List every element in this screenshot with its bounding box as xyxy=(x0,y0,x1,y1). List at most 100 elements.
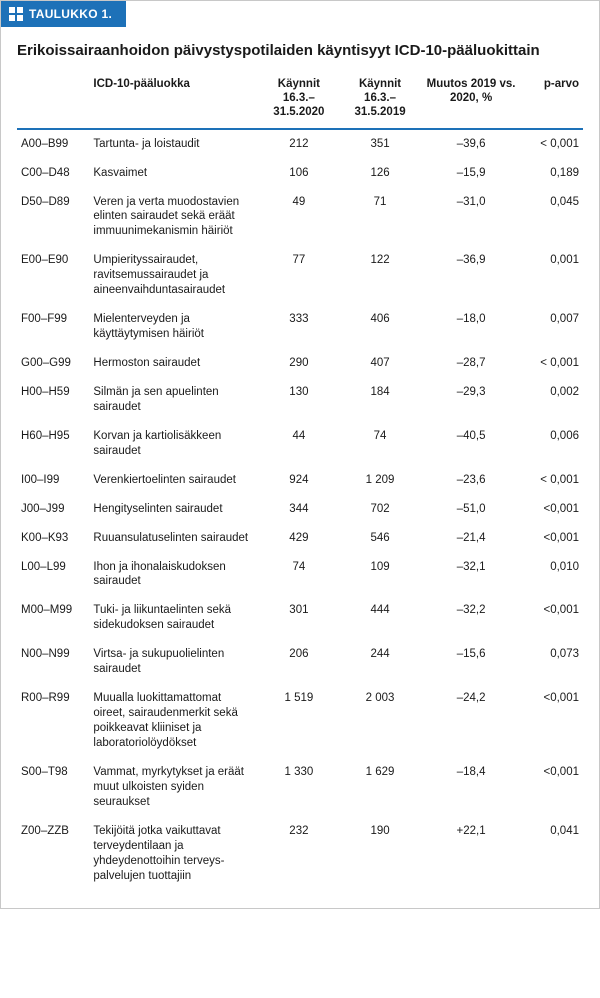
cell-desc: Verenkiertoelinten sairaudet xyxy=(89,466,258,495)
cell-desc: Muualla luokittamatto­mat oireet, sairau… xyxy=(89,684,258,758)
cell-v2019: 2 003 xyxy=(339,684,420,758)
cell-desc: Mielenterveyden ja käyttäytymisen häiriö… xyxy=(89,305,258,349)
cell-p: < 0,001 xyxy=(522,466,583,495)
cell-desc: Hermoston sairaudet xyxy=(89,349,258,378)
cell-v2019: 407 xyxy=(339,349,420,378)
cell-code: S00–T98 xyxy=(17,758,89,817)
cell-desc: Ihon ja ihonalaiskudoksen sairaudet xyxy=(89,553,258,597)
cell-desc: Tartunta- ja loistaudit xyxy=(89,129,258,159)
cell-code: F00–F99 xyxy=(17,305,89,349)
cell-code: A00–B99 xyxy=(17,129,89,159)
cell-code: L00–L99 xyxy=(17,553,89,597)
col-change-header: Muutos 2019 vs. 2020, % xyxy=(421,71,522,129)
table-row: Z00–ZZBTekijöitä jotka vaikuttavat terve… xyxy=(17,817,583,891)
cell-change: –40,5 xyxy=(421,422,522,466)
cell-change: –31,0 xyxy=(421,188,522,247)
cell-p: 0,010 xyxy=(522,553,583,597)
table-row: E00–E90Umpierityssairaudet, ravitsemussa… xyxy=(17,246,583,305)
cell-p: 0,007 xyxy=(522,305,583,349)
cell-code: Z00–ZZB xyxy=(17,817,89,891)
cell-code: R00–R99 xyxy=(17,684,89,758)
cell-v2019: 406 xyxy=(339,305,420,349)
cell-p: <0,001 xyxy=(522,684,583,758)
col-visits2020-header: Käynnit 16.3.–31.5.2020 xyxy=(258,71,339,129)
col-desc-header: ICD-10-pääluokka xyxy=(89,71,258,129)
table-row: H00–H59Silmän ja sen apuelinten sairaude… xyxy=(17,378,583,422)
table-row: N00–N99Virtsa- ja sukupuolielinten saira… xyxy=(17,640,583,684)
cell-p: <0,001 xyxy=(522,524,583,553)
cell-v2020: 290 xyxy=(258,349,339,378)
table-title: Erikoissairaanhoidon päivystyspotilaiden… xyxy=(17,41,583,61)
table-icon xyxy=(9,7,23,21)
cell-change: –32,2 xyxy=(421,596,522,640)
cell-code: D50–D89 xyxy=(17,188,89,247)
header-row: ICD-10-pääluokka Käynnit 16.3.–31.5.2020… xyxy=(17,71,583,129)
tab-label: TAULUKKO 1. xyxy=(29,7,112,21)
cell-v2020: 429 xyxy=(258,524,339,553)
cell-code: C00–D48 xyxy=(17,159,89,188)
table-content: Erikoissairaanhoidon päivystyspotilaiden… xyxy=(1,27,599,908)
table-row: F00–F99Mielenterveyden ja käyttäytymisen… xyxy=(17,305,583,349)
cell-p: 0,002 xyxy=(522,378,583,422)
cell-code: H60–H95 xyxy=(17,422,89,466)
cell-p: 0,006 xyxy=(522,422,583,466)
cell-p: <0,001 xyxy=(522,495,583,524)
cell-p: <0,001 xyxy=(522,596,583,640)
cell-change: –18,4 xyxy=(421,758,522,817)
cell-v2020: 44 xyxy=(258,422,339,466)
table-row: L00–L99Ihon ja ihonalaiskudoksen sairaud… xyxy=(17,553,583,597)
cell-p: < 0,001 xyxy=(522,349,583,378)
table-row: J00–J99Hengityselinten sairaudet344702–5… xyxy=(17,495,583,524)
cell-p: <0,001 xyxy=(522,758,583,817)
table-row: R00–R99Muualla luokittamatto­mat oireet,… xyxy=(17,684,583,758)
cell-v2020: 206 xyxy=(258,640,339,684)
cell-desc: Ruuansulatuselinten sairaudet xyxy=(89,524,258,553)
cell-v2020: 49 xyxy=(258,188,339,247)
col-code-header xyxy=(17,71,89,129)
cell-change: –24,2 xyxy=(421,684,522,758)
cell-v2019: 190 xyxy=(339,817,420,891)
cell-code: M00–M99 xyxy=(17,596,89,640)
cell-change: –36,9 xyxy=(421,246,522,305)
cell-code: I00–I99 xyxy=(17,466,89,495)
cell-v2019: 1 629 xyxy=(339,758,420,817)
table-body: A00–B99Tartunta- ja loistaudit212351–39,… xyxy=(17,129,583,891)
cell-desc: Kasvaimet xyxy=(89,159,258,188)
cell-v2020: 106 xyxy=(258,159,339,188)
cell-v2019: 122 xyxy=(339,246,420,305)
cell-v2019: 351 xyxy=(339,129,420,159)
cell-v2020: 301 xyxy=(258,596,339,640)
cell-v2019: 74 xyxy=(339,422,420,466)
cell-v2019: 126 xyxy=(339,159,420,188)
cell-v2020: 924 xyxy=(258,466,339,495)
tab-bar: TAULUKKO 1. xyxy=(1,1,599,27)
table-row: D50–D89Veren ja verta muodosta­vien elin… xyxy=(17,188,583,247)
table-row: I00–I99Verenkiertoelinten sairaudet9241 … xyxy=(17,466,583,495)
cell-code: E00–E90 xyxy=(17,246,89,305)
cell-code: J00–J99 xyxy=(17,495,89,524)
cell-change: –39,6 xyxy=(421,129,522,159)
cell-v2020: 74 xyxy=(258,553,339,597)
cell-v2019: 244 xyxy=(339,640,420,684)
cell-v2020: 77 xyxy=(258,246,339,305)
cell-change: –15,9 xyxy=(421,159,522,188)
table-row: H60–H95Korvan ja kartiolisäkkeen sairaud… xyxy=(17,422,583,466)
table-row: S00–T98Vammat, myrkytykset ja eräät muut… xyxy=(17,758,583,817)
table-row: G00–G99Hermoston sairaudet290407–28,7< 0… xyxy=(17,349,583,378)
cell-desc: Virtsa- ja sukupuolielinten sairaudet xyxy=(89,640,258,684)
cell-p: 0,189 xyxy=(522,159,583,188)
cell-code: H00–H59 xyxy=(17,378,89,422)
cell-v2020: 1 519 xyxy=(258,684,339,758)
cell-change: –32,1 xyxy=(421,553,522,597)
cell-code: K00–K93 xyxy=(17,524,89,553)
cell-v2019: 444 xyxy=(339,596,420,640)
cell-v2020: 1 330 xyxy=(258,758,339,817)
cell-desc: Hengityselinten sairaudet xyxy=(89,495,258,524)
table-tab: TAULUKKO 1. xyxy=(1,1,126,27)
data-table: ICD-10-pääluokka Käynnit 16.3.–31.5.2020… xyxy=(17,71,583,891)
cell-change: –29,3 xyxy=(421,378,522,422)
cell-change: –51,0 xyxy=(421,495,522,524)
cell-p: 0,001 xyxy=(522,246,583,305)
cell-v2020: 344 xyxy=(258,495,339,524)
cell-p: 0,045 xyxy=(522,188,583,247)
